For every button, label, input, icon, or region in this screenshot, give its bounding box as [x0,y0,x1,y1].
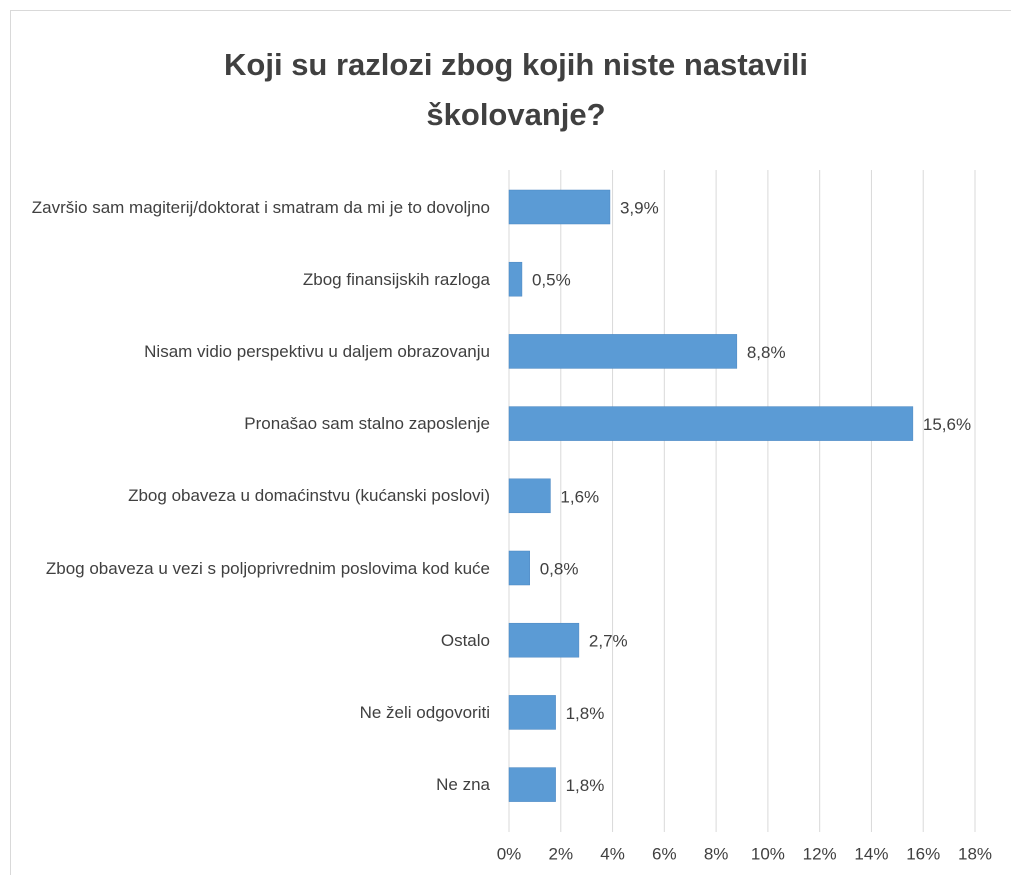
category-label: Ne zna [436,775,490,795]
x-tick-label: 14% [854,844,888,863]
value-label: 1,8% [566,704,605,723]
value-label: 1,8% [566,776,605,795]
x-tick-label: 8% [704,844,729,863]
x-tick-label: 16% [906,844,940,863]
category-label: Zbog obaveza u domaćinstvu (kućanski pos… [128,486,490,506]
value-label: 3,9% [620,198,659,217]
category-label: Ostalo [440,630,490,650]
value-label: 8,8% [747,343,786,362]
x-tick-label: 12% [803,844,837,863]
bar [508,261,523,297]
category-label: Završio sam magiterij/doktorat i smatram… [31,197,490,217]
bar [508,622,580,658]
value-label: 1,6% [560,487,599,506]
x-tick-label: 6% [652,844,677,863]
bar [508,334,738,369]
chart-border [10,10,1011,875]
x-tick-label: 4% [600,844,625,863]
value-label: 0,5% [532,271,571,290]
value-label: 2,7% [589,632,628,651]
bar [508,478,551,514]
chart-title: Koji su razlozi zbog kojih niste nastavi… [224,47,808,132]
bar [508,189,611,225]
category-label: Zbog finansijskih razloga [302,269,490,289]
value-label: 0,8% [540,559,579,578]
bar [508,406,914,441]
category-label: Pronašao sam stalno zaposlenje [244,414,490,434]
value-label: 15,6% [923,415,971,434]
category-label: Zbog obaveza u vezi s poljoprivrednim po… [45,558,490,578]
x-tick-label: 18% [958,844,992,863]
category-label: Ne želi odgovoriti [359,702,490,722]
bar [508,767,556,802]
x-tick-label: 2% [548,844,573,863]
bar [508,695,556,730]
x-tick-label: 0% [497,844,522,863]
category-label: Nisam vidio perspektivu u daljem obrazov… [144,341,490,361]
x-tick-label: 10% [751,844,785,863]
bar [508,550,530,586]
